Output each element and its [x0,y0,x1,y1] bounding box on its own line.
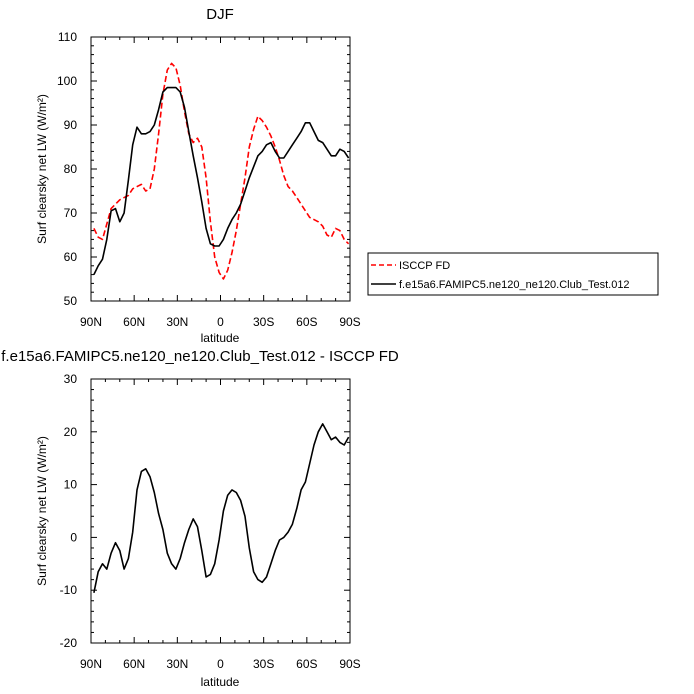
top-y-tick-label: 110 [58,30,77,44]
top-chart-title: DJF [206,6,234,23]
top-y-tick-label: 50 [64,294,78,308]
top-series-line-1 [93,86,350,275]
top-x-tick-label: 90N [80,315,102,329]
bottom-x-tick-label: 90S [339,657,360,671]
bottom-y-tick-label: 10 [64,478,78,492]
top-x-tick-label: 30N [166,315,188,329]
bottom-plot-frame [90,378,351,644]
bottom-y-tick-label: 0 [70,530,77,544]
legend: ISCCP FD f.e15a6.FAMIPC5.ne120_ne120.Clu… [367,252,659,296]
top-x-tick-label: 30S [253,315,274,329]
top-y-tick-label: 70 [64,206,78,220]
top-y-tick-label: 100 [57,74,77,88]
bottom-series-line-0 [93,423,350,593]
bottom-x-tick-label: 60S [296,657,317,671]
bottom-x-tick-label: 0 [217,657,224,671]
bottom-y-axis-label: Surf clearsky net LW (W/m²) [35,436,49,586]
bottom-y-tick-label: -20 [60,636,78,650]
top-x-tick-label: 60N [123,315,145,329]
bottom-x-axis-label: latitude [201,675,240,689]
top-y-tick-label: 90 [64,118,78,132]
top-series-line-0 [93,62,350,280]
legend-label-isccp: ISCCP FD [399,260,450,272]
legend-box [367,252,659,296]
bottom-chart: f.e15a6.FAMIPC5.ne120_ne120.Club_Test.01… [1,348,399,689]
bottom-y-tick-label: -10 [60,583,78,597]
top-x-tick-label: 60S [296,315,317,329]
bottom-y-tick-label: 20 [64,425,78,439]
bottom-x-tick-label: 60N [123,657,145,671]
legend-label-model: f.e15a6.FAMIPC5.ne120_ne120.Club_Test.01… [399,279,630,291]
top-y-tick-label: 60 [64,250,78,264]
top-x-axis-label: latitude [201,331,240,345]
bottom-x-tick-label: 90N [80,657,102,671]
bottom-chart-title: f.e15a6.FAMIPC5.ne120_ne120.Club_Test.01… [1,348,399,365]
top-x-tick-label: 90S [339,315,360,329]
top-y-tick-label: 80 [64,162,78,176]
bottom-x-tick-label: 30S [253,657,274,671]
top-x-tick-label: 0 [217,315,224,329]
top-y-axis-label: Surf clearsky net LW (W/m²) [35,94,49,244]
bottom-x-tick-label: 30N [166,657,188,671]
bottom-y-tick-label: 30 [64,372,78,386]
